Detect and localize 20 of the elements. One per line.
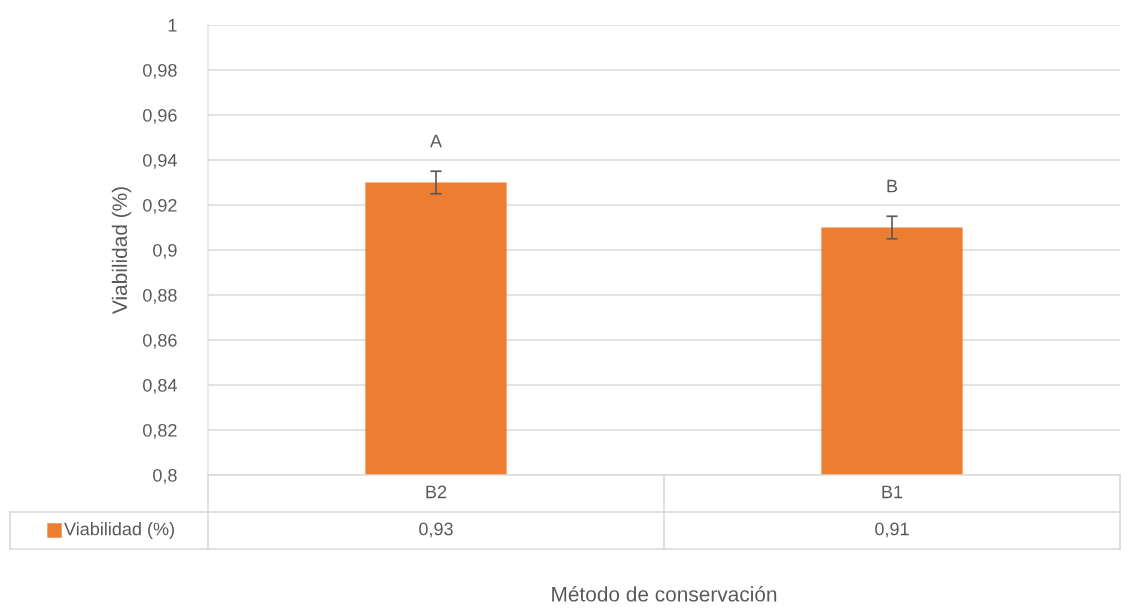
y-tick-label: 0,84 [143,378,177,394]
y-tick-label: 0,9 [153,243,177,259]
y-tick-label: 0,88 [143,288,177,304]
y-tick-label: 0,86 [143,333,177,349]
y-tick-label: 1 [168,19,177,32]
y-tick-label: 0,96 [143,108,177,124]
y-tick-label: 0,94 [143,153,177,169]
y-tick-label: 0,92 [143,198,177,214]
y-axis-title: Viabilidad (%) [111,187,132,314]
y-tick-label: 0,98 [143,63,177,79]
annotation: B [887,179,898,193]
y-tick-label: 0,82 [143,423,177,439]
x-tick-label: B1 [882,485,903,499]
annotation: A [430,134,442,148]
x-axis-title: Método de conservación [552,586,777,602]
legend-label: Viabilidad (%) [64,522,174,539]
x-tick-label: B2 [426,485,447,499]
data-label: 0,91 [875,522,909,538]
y-tick-label: 0,8 [153,468,177,484]
data-label: 0,93 [419,522,453,538]
